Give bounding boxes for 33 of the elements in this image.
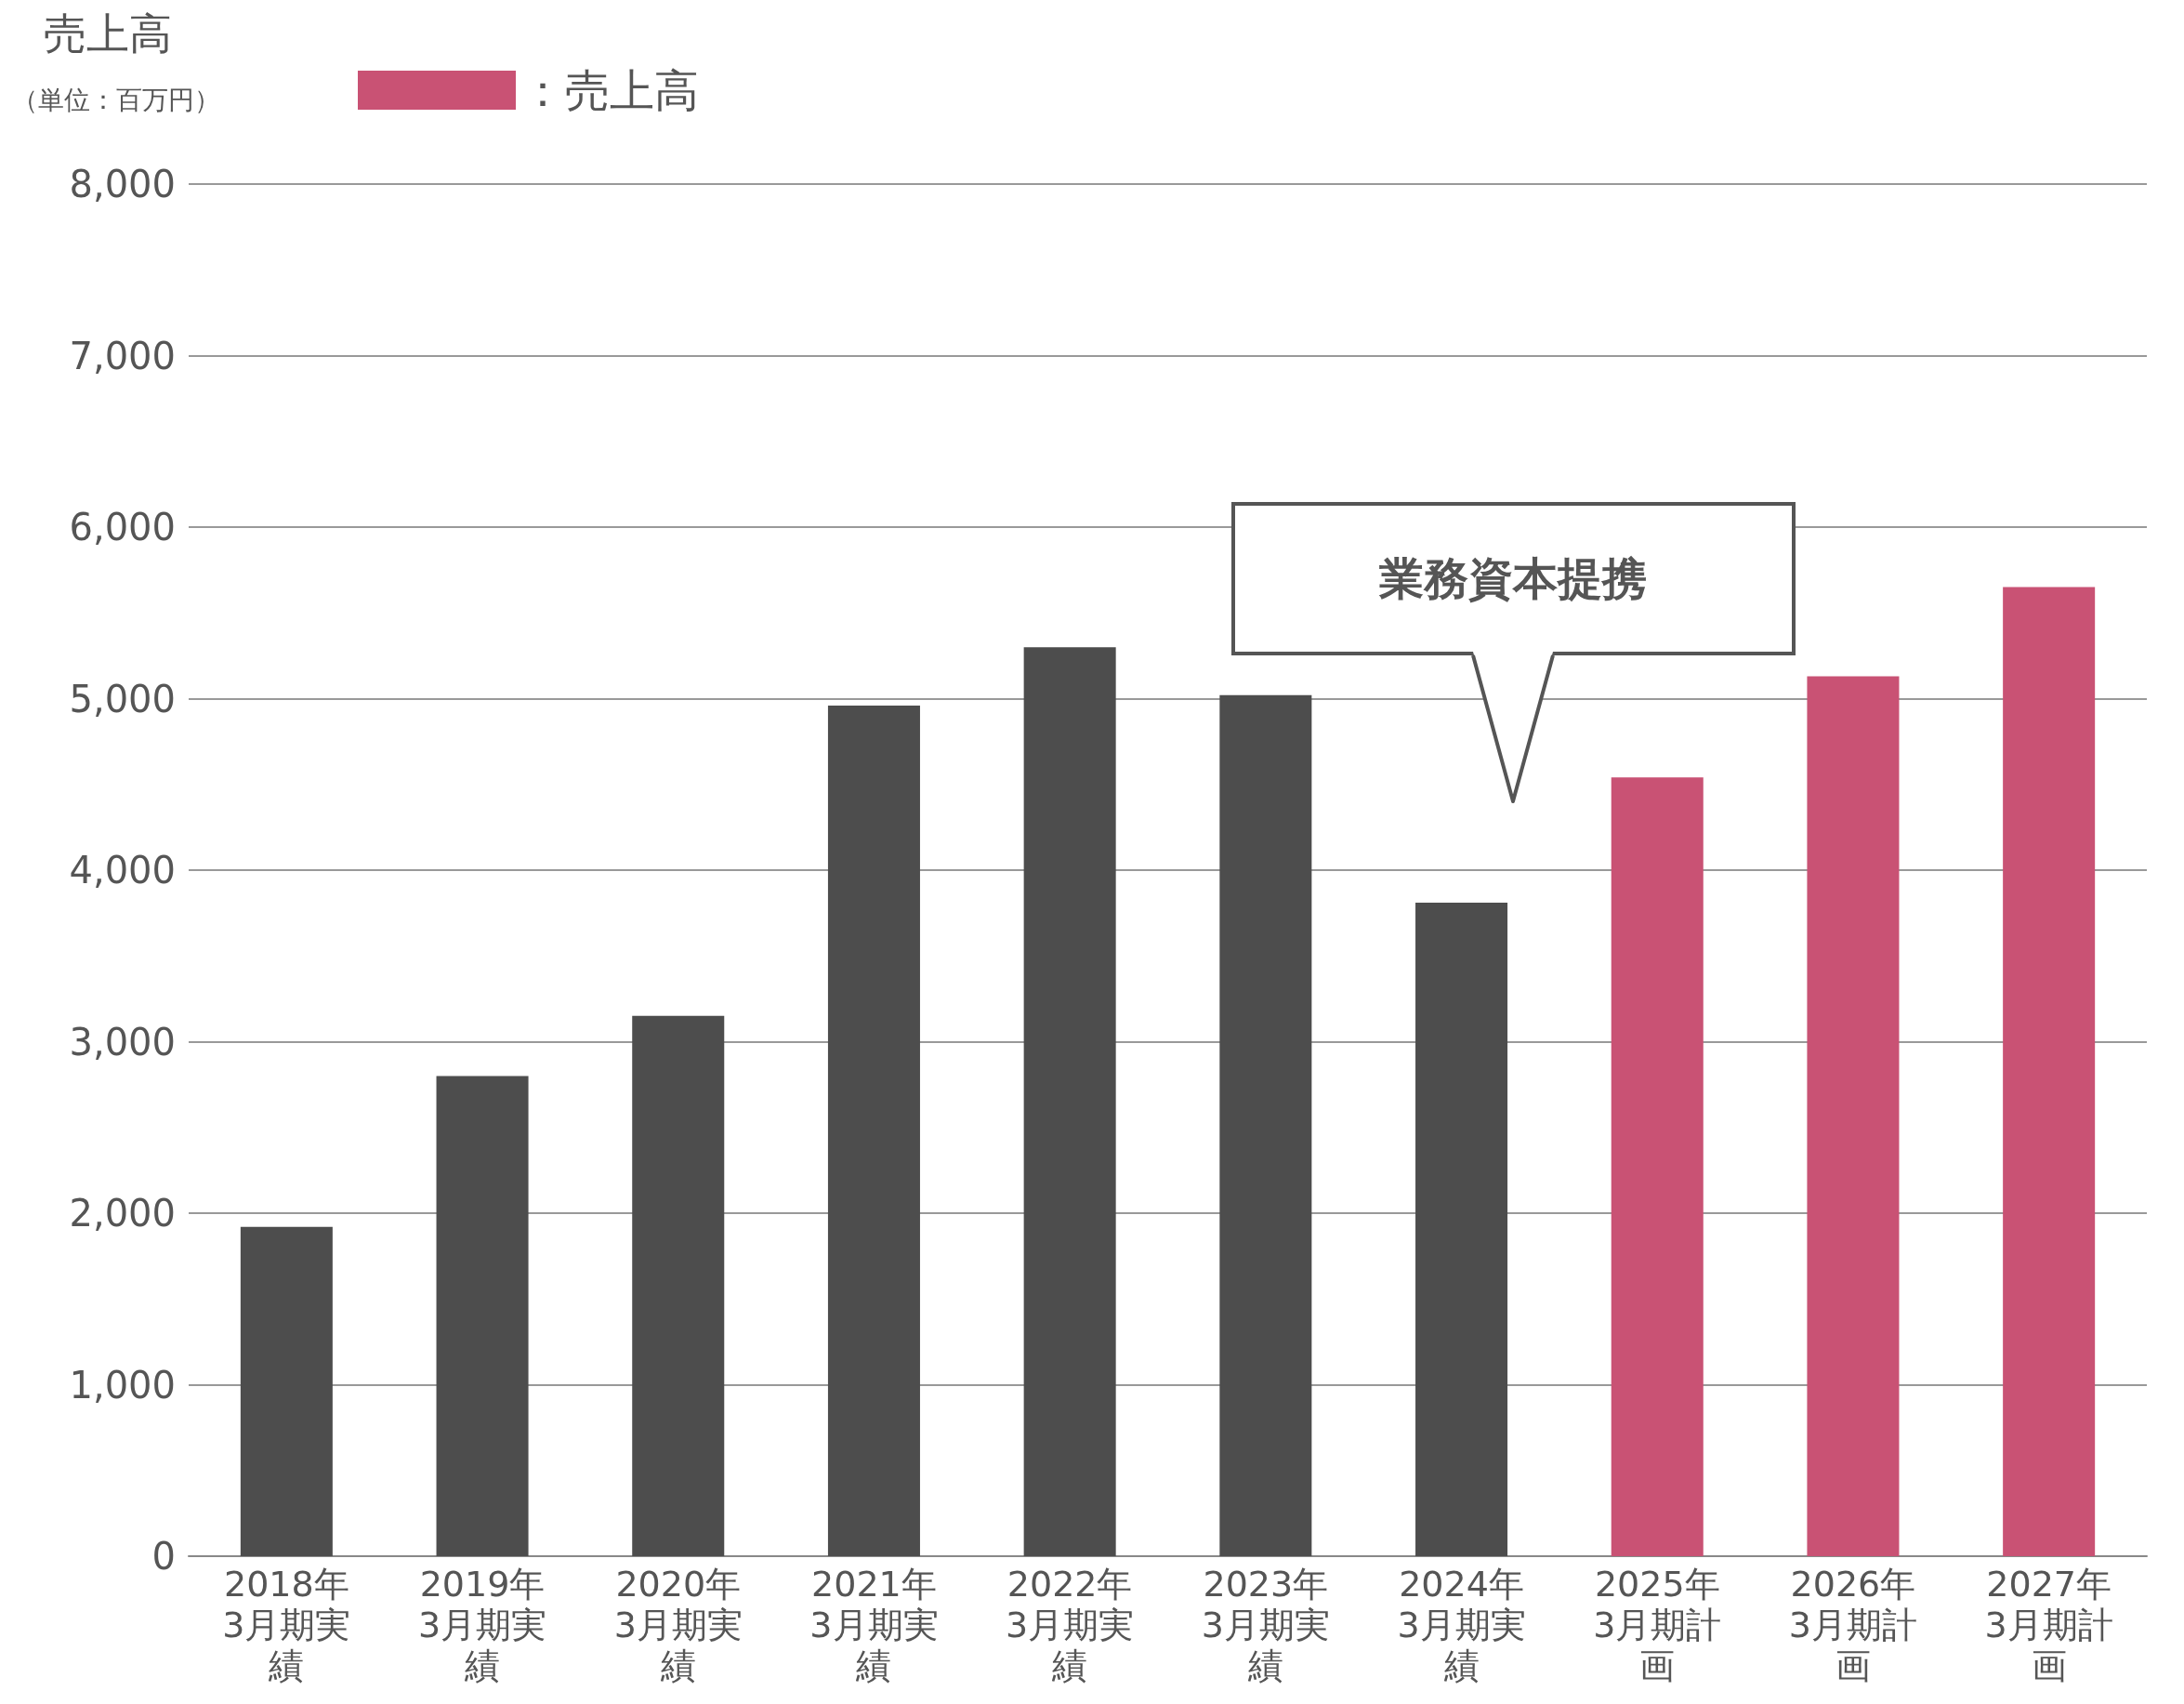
y-tick-label: 7,000: [69, 334, 176, 377]
bar: [1219, 694, 1312, 1556]
x-tick-label: 2022年3月期実績: [1006, 1564, 1135, 1686]
bar: [436, 1076, 529, 1556]
legend-label: ：売上高: [520, 64, 699, 116]
y-tick-label: 5,000: [69, 677, 176, 720]
x-tick-label: 2027年3月期計画: [1984, 1564, 2113, 1686]
x-tick-label: 2019年3月期実績: [417, 1564, 547, 1686]
bar: [1415, 903, 1508, 1556]
chart-title: 売上高: [44, 8, 172, 59]
bar: [1807, 676, 1900, 1556]
chart-subtitle: （単位：百万円）: [12, 84, 220, 115]
y-tick-label: 2,000: [69, 1192, 176, 1235]
x-tick-label: 2018年3月期実績: [222, 1564, 351, 1686]
bar: [827, 705, 920, 1556]
y-tick-label: 0: [151, 1535, 176, 1578]
x-tick-label: 2020年3月期実績: [613, 1564, 743, 1686]
bar: [2003, 587, 2096, 1556]
x-tick-label: 2025年3月期計画: [1593, 1564, 1722, 1686]
annotation: 業務資本提携: [1230, 502, 1796, 655]
bar: [1023, 647, 1116, 1556]
bar: [632, 1015, 725, 1556]
y-tick-label: 8,000: [69, 163, 176, 205]
x-tick-label: 2026年3月期計画: [1788, 1564, 1918, 1686]
bar: [240, 1226, 333, 1556]
y-tick-label: 4,000: [69, 849, 176, 892]
x-tick-label: 2023年3月期実績: [1201, 1564, 1330, 1686]
x-tick-label: 2024年3月期実績: [1397, 1564, 1526, 1686]
y-tick-label: 1,000: [69, 1363, 176, 1407]
x-tick-label: 2021年3月期実績: [809, 1564, 939, 1686]
y-tick-label: 6,000: [69, 506, 176, 548]
bar: [1611, 777, 1704, 1556]
y-tick-label: 3,000: [69, 1020, 176, 1063]
